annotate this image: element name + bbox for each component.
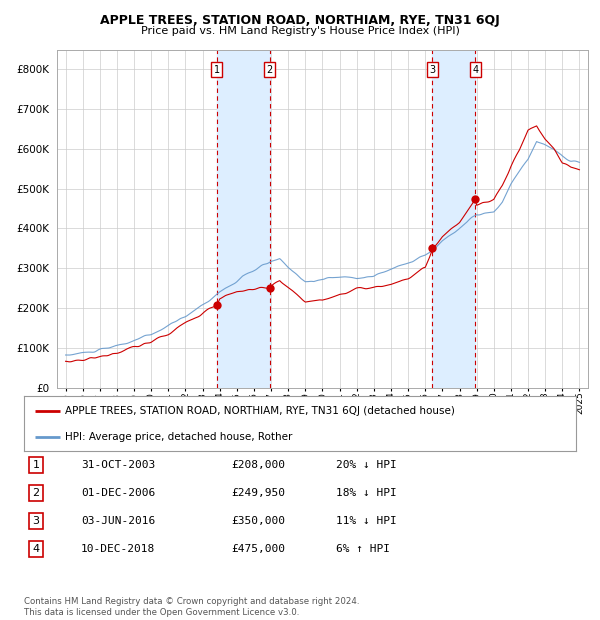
Bar (433, 50, 475, 388)
Text: Contains HM Land Registry data © Crown copyright and database right 2024.
This d: Contains HM Land Registry data © Crown c… (24, 598, 359, 617)
Text: 11% ↓ HPI: 11% ↓ HPI (336, 516, 397, 526)
Text: £208,000: £208,000 (231, 460, 285, 470)
Text: APPLE TREES, STATION ROAD, NORTHIAM, RYE, TN31 6QJ (detached house): APPLE TREES, STATION ROAD, NORTHIAM, RYE… (65, 406, 455, 416)
Bar (217, 50, 270, 388)
Text: £475,000: £475,000 (231, 544, 285, 554)
Text: 3: 3 (32, 516, 40, 526)
Text: 3: 3 (430, 65, 436, 75)
Text: 31-OCT-2003: 31-OCT-2003 (81, 460, 155, 470)
Text: 6% ↑ HPI: 6% ↑ HPI (336, 544, 390, 554)
Text: 2: 2 (32, 488, 40, 498)
Text: 18% ↓ HPI: 18% ↓ HPI (336, 488, 397, 498)
Text: 2: 2 (266, 65, 273, 75)
Text: 4: 4 (32, 544, 40, 554)
Text: 4: 4 (472, 65, 478, 75)
Text: Price paid vs. HM Land Registry's House Price Index (HPI): Price paid vs. HM Land Registry's House … (140, 26, 460, 36)
Text: £249,950: £249,950 (231, 488, 285, 498)
Text: 03-JUN-2016: 03-JUN-2016 (81, 516, 155, 526)
Text: HPI: Average price, detached house, Rother: HPI: Average price, detached house, Roth… (65, 432, 293, 443)
Text: £350,000: £350,000 (231, 516, 285, 526)
Text: 10-DEC-2018: 10-DEC-2018 (81, 544, 155, 554)
Text: 1: 1 (32, 460, 40, 470)
Text: APPLE TREES, STATION ROAD, NORTHIAM, RYE, TN31 6QJ: APPLE TREES, STATION ROAD, NORTHIAM, RYE… (100, 14, 500, 27)
Text: 01-DEC-2006: 01-DEC-2006 (81, 488, 155, 498)
Text: 1: 1 (214, 65, 220, 75)
Text: 20% ↓ HPI: 20% ↓ HPI (336, 460, 397, 470)
